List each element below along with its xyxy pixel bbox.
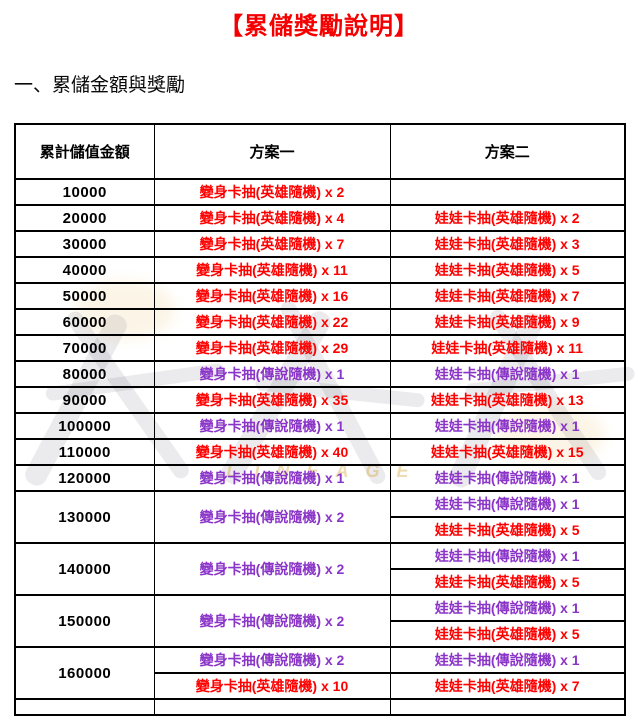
table-subrow: 娃娃卡抽(英雄隨機) x 5	[15, 568, 626, 596]
plan2-cell: 娃娃卡抽(傳說隨機) x 1	[389, 594, 626, 622]
table-row: 80000 變身卡抽(傳說隨機) x 1 娃娃卡抽(傳說隨機) x 1	[14, 360, 626, 388]
plan2-cell: 娃娃卡抽(傳說隨機) x 1	[389, 490, 626, 518]
table-row: 100000 變身卡抽(傳說隨機) x 1 娃娃卡抽(傳說隨機) x 1	[14, 412, 626, 440]
table-row: 70000 變身卡抽(英雄隨機) x 29 娃娃卡抽(英雄隨機) x 11	[14, 334, 626, 362]
table-row: 140000 變身卡抽(傳說隨機) x 2 娃娃卡抽(傳說隨機) x 1	[14, 542, 626, 596]
plan1-cell: 變身卡抽(英雄隨機) x 40	[153, 438, 391, 466]
empty-cell	[389, 698, 626, 716]
plan2-cell: 娃娃卡抽(英雄隨機) x 9	[389, 308, 626, 336]
table-row: 10000 變身卡抽(英雄隨機) x 2	[14, 178, 626, 206]
amount-cell: 160000	[14, 646, 155, 700]
plan2-cell: 娃娃卡抽(英雄隨機) x 5	[389, 256, 626, 284]
table-row: 160000 變身卡抽(傳說隨機) x 2 娃娃卡抽(傳說隨機) x 1	[14, 646, 626, 700]
plan2-cell: 娃娃卡抽(傳說隨機) x 1	[389, 412, 626, 440]
plan2-cell: 娃娃卡抽(英雄隨機) x 5	[389, 516, 626, 544]
table-row: 120000 變身卡抽(傳說隨機) x 1 娃娃卡抽(傳說隨機) x 1	[14, 464, 626, 492]
rewards-table: 累計儲值金額 方案一 方案二 10000 變身卡抽(英雄隨機) x 2 20000 變…	[14, 123, 626, 716]
plan1-cell: 變身卡抽(英雄隨機) x 16	[153, 282, 391, 310]
amount-cell: 50000	[14, 282, 155, 310]
header-amount: 累計儲值金額	[14, 123, 155, 180]
empty-cell	[153, 698, 391, 716]
plan1-cell: 變身卡抽(英雄隨機) x 4	[153, 204, 391, 232]
amount-cell: 80000	[14, 360, 155, 388]
plan1-cell: 變身卡抽(英雄隨機) x 10	[153, 672, 391, 700]
plan1-cell: 變身卡抽(傳說隨機) x 2	[153, 490, 391, 544]
plan1-cell: 變身卡抽(傳說隨機) x 2	[153, 646, 391, 674]
plan2-cell: 娃娃卡抽(傳說隨機) x 1	[389, 464, 626, 492]
table-row: 130000 變身卡抽(傳說隨機) x 2 娃娃卡抽(傳說隨機) x 1	[14, 490, 626, 544]
plan1-cell: 變身卡抽(傳說隨機) x 1	[153, 412, 391, 440]
table-subrow: 娃娃卡抽(英雄隨機) x 5	[15, 516, 626, 544]
table-row: 110000 變身卡抽(英雄隨機) x 40 娃娃卡抽(英雄隨機) x 15	[14, 438, 626, 466]
plan1-cell: 變身卡抽(傳說隨機) x 1	[153, 464, 391, 492]
header-plan1: 方案一	[153, 123, 391, 180]
amount-cell: 90000	[14, 386, 155, 414]
plan2-cell: 娃娃卡抽(英雄隨機) x 3	[389, 230, 626, 258]
table-row: 50000 變身卡抽(英雄隨機) x 16 娃娃卡抽(英雄隨機) x 7	[14, 282, 626, 310]
table-row: 40000 變身卡抽(英雄隨機) x 11 娃娃卡抽(英雄隨機) x 5	[14, 256, 626, 284]
plan2-cell: 娃娃卡抽(英雄隨機) x 7	[389, 672, 626, 700]
table-row: 60000 變身卡抽(英雄隨機) x 22 娃娃卡抽(英雄隨機) x 9	[14, 308, 626, 336]
amount-cell: 20000	[14, 204, 155, 232]
plan1-cell: 變身卡抽(英雄隨機) x 2	[153, 178, 391, 206]
amount-cell: 60000	[14, 308, 155, 336]
plan1-cell: 變身卡抽(傳說隨機) x 1	[153, 360, 391, 388]
plan2-cell: 娃娃卡抽(英雄隨機) x 5	[389, 620, 626, 648]
table-subrow: 娃娃卡抽(英雄隨機) x 5	[15, 620, 626, 648]
table-row: 150000 變身卡抽(傳說隨機) x 2 娃娃卡抽(傳說隨機) x 1	[14, 594, 626, 648]
plan2-cell: 娃娃卡抽(傳說隨機) x 1	[389, 646, 626, 674]
section-heading: 一、累儲金額與獎勵	[14, 75, 186, 96]
table-subrow: 變身卡抽(英雄隨機) x 10 娃娃卡抽(英雄隨機) x 7	[15, 672, 626, 700]
amount-cell: 110000	[14, 438, 155, 466]
amount-cell: 100000	[14, 412, 155, 440]
table-header-row: 累計儲值金額 方案一 方案二	[14, 123, 626, 180]
header-plan2: 方案二	[389, 123, 626, 180]
amount-cell: 150000	[14, 594, 155, 648]
plan2-cell: 娃娃卡抽(英雄隨機) x 7	[389, 282, 626, 310]
table-row: 90000 變身卡抽(英雄隨機) x 35 娃娃卡抽(英雄隨機) x 13	[14, 386, 626, 414]
plan1-cell: 變身卡抽(英雄隨機) x 11	[153, 256, 391, 284]
amount-cell: 70000	[14, 334, 155, 362]
plan1-cell: 變身卡抽(傳說隨機) x 2	[153, 542, 391, 596]
plan2-cell: 娃娃卡抽(英雄隨機) x 5	[389, 568, 626, 596]
plan2-cell: 娃娃卡抽(英雄隨機) x 15	[389, 438, 626, 466]
plan2-cell	[389, 178, 626, 206]
amount-cell: 40000	[14, 256, 155, 284]
empty-cell	[14, 698, 155, 716]
amount-cell: 140000	[14, 542, 155, 596]
amount-cell: 120000	[14, 464, 155, 492]
amount-cell: 30000	[14, 230, 155, 258]
plan2-cell: 娃娃卡抽(傳說隨機) x 1	[389, 360, 626, 388]
plan1-cell: 變身卡抽(英雄隨機) x 29	[153, 334, 391, 362]
plan2-cell: 娃娃卡抽(英雄隨機) x 2	[389, 204, 626, 232]
page-title: 【累儲獎勵說明】	[219, 14, 419, 40]
plan2-cell: 娃娃卡抽(傳說隨機) x 1	[389, 542, 626, 570]
table-row-partial	[14, 698, 626, 716]
plan1-cell: 變身卡抽(英雄隨機) x 7	[153, 230, 391, 258]
amount-cell: 130000	[14, 490, 155, 544]
plan2-cell: 娃娃卡抽(英雄隨機) x 11	[389, 334, 626, 362]
plan2-cell: 娃娃卡抽(英雄隨機) x 13	[389, 386, 626, 414]
table-row: 20000 變身卡抽(英雄隨機) x 4 娃娃卡抽(英雄隨機) x 2	[14, 204, 626, 232]
plan1-cell: 變身卡抽(傳說隨機) x 2	[153, 594, 391, 648]
amount-cell: 10000	[14, 178, 155, 206]
table-row: 30000 變身卡抽(英雄隨機) x 7 娃娃卡抽(英雄隨機) x 3	[14, 230, 626, 258]
plan1-cell: 變身卡抽(英雄隨機) x 35	[153, 386, 391, 414]
plan1-cell: 變身卡抽(英雄隨機) x 22	[153, 308, 391, 336]
